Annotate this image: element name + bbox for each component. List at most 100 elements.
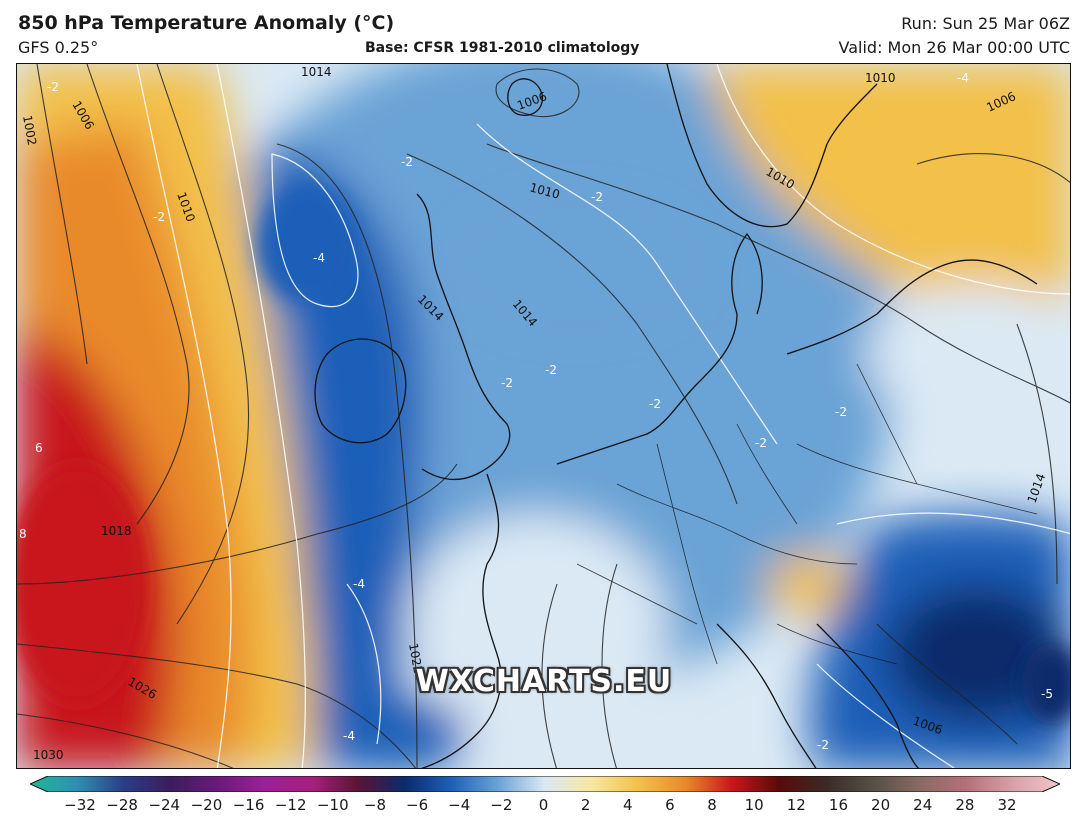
border-line <box>616 483 858 565</box>
colorbar-tick-label: −10 <box>316 796 349 814</box>
very-cold-core-balkans <box>887 584 1067 724</box>
anomaly-label: 8 <box>19 527 27 541</box>
isobar-line <box>17 463 458 585</box>
isobar-line <box>86 64 190 525</box>
colorbar-tick-label: 6 <box>665 796 675 814</box>
colorbar-tick-label: 10 <box>744 796 764 814</box>
anomaly-contour <box>136 64 232 768</box>
very-cold-spot-east <box>1022 644 1070 724</box>
isobar-line <box>601 563 618 768</box>
border-line <box>856 363 918 485</box>
valid-time-label: Valid: Mon 26 Mar 00:00 UTC <box>838 38 1070 57</box>
anomaly-label: -2 <box>755 436 767 450</box>
isobar-label: 1002 <box>20 114 39 147</box>
anomaly-contour <box>716 64 1070 295</box>
border-line <box>576 563 698 625</box>
coastline-denmark <box>731 232 763 315</box>
country-borders <box>576 363 1038 665</box>
anomaly-contour <box>271 153 359 308</box>
isobar-line <box>486 143 1070 404</box>
coastlines <box>314 64 1038 768</box>
very-hot-spot-south-west <box>17 464 147 704</box>
cool-region-north-sea <box>437 184 717 344</box>
anomaly-label: -2 <box>591 190 603 204</box>
anomaly-label: 6 <box>35 441 43 455</box>
anomaly-label: -2 <box>817 738 829 752</box>
model-label: GFS 0.25° <box>18 38 99 57</box>
colorbar-tick-label: −12 <box>274 796 307 814</box>
colorbar-bar <box>30 776 1060 792</box>
colorbar-tick-label: 16 <box>828 796 848 814</box>
anomaly-label: -2 <box>47 80 59 94</box>
border-line <box>776 623 898 665</box>
anomaly-contour <box>836 512 1070 535</box>
chart-title: 850 hPa Temperature Anomaly (°C) <box>18 12 395 34</box>
isobar-line <box>276 143 418 768</box>
anomaly-contour <box>346 583 382 745</box>
isobar-label: 1030 <box>33 748 64 762</box>
anomaly-label: -2 <box>501 376 513 390</box>
isobar-lines <box>17 64 1070 768</box>
anomaly-contours <box>136 64 1070 768</box>
coastline-norway <box>666 64 878 228</box>
run-time-label: Run: Sun 25 Mar 06Z <box>901 14 1070 33</box>
isobar-line <box>36 64 88 365</box>
coastline-baltic <box>786 259 1038 355</box>
coastline-great-britain <box>416 193 511 481</box>
colorbar-tick-label: −2 <box>490 796 513 814</box>
colorbar-tick-label: 20 <box>871 796 891 814</box>
border-line <box>736 423 798 525</box>
cold-spot-iceland <box>257 184 357 304</box>
isobar-label: 1022 <box>406 642 425 675</box>
border-line <box>656 443 718 665</box>
coastline-italy-adriatic <box>716 623 817 768</box>
isobar-line <box>495 68 580 118</box>
anomaly-label: -2 <box>649 397 661 411</box>
colorbar-tick-label: −16 <box>232 796 265 814</box>
isobar-label: 1014 <box>301 65 332 79</box>
neutral-region-france <box>407 514 667 734</box>
anomaly-label: -5 <box>1041 687 1053 701</box>
isobar-line <box>17 713 234 768</box>
coastline-france-iberia <box>421 473 502 768</box>
isobar-label: 1018 <box>101 524 132 538</box>
colorbar-tick-label: −32 <box>64 796 96 814</box>
colorbar-tick-label: 2 <box>580 796 591 814</box>
colorbar-tick-label: 8 <box>707 796 717 814</box>
isobar-line <box>17 643 417 768</box>
colorbar-tick-label: −6 <box>406 796 429 814</box>
anomaly-label: -4 <box>313 251 325 265</box>
anomaly-contour <box>816 663 956 768</box>
colorbar-tick-label: −8 <box>363 796 387 814</box>
anomaly-contour <box>216 64 306 768</box>
colorbar-tick-label: 28 <box>955 796 975 814</box>
colorbar-tick-label: −20 <box>190 796 223 814</box>
isobar-line <box>1016 323 1058 585</box>
anomaly-label: -4 <box>343 729 355 743</box>
anomaly-contour <box>476 123 778 445</box>
isobar-line <box>156 64 250 625</box>
colorbar-tick-label: 12 <box>786 796 806 814</box>
anomaly-detail <box>17 184 1070 724</box>
colorbar-tick-label: −4 <box>448 796 471 814</box>
anomaly-label: -2 <box>153 210 165 224</box>
isobar-label: 1010 <box>865 71 896 85</box>
anomaly-label: -2 <box>545 363 557 377</box>
isobar-line <box>916 153 1070 184</box>
map-canvas: 1014 1006 1002 1006 1010 1010 1014 1018 … <box>17 64 1070 768</box>
colorbar-tick-label: 32 <box>997 796 1017 814</box>
coastline-ireland <box>314 338 407 444</box>
colorbar-ticks: −32 −28 −24 −20 −16 −12 −10 −8 −6 −4 −2 0 2 4 6 8 10 12 16… <box>0 796 1088 820</box>
anomaly-blobs <box>17 64 1070 768</box>
coastline-low-countries <box>556 313 738 465</box>
isobar-line <box>541 583 558 768</box>
colorbar-tick-label: 4 <box>622 796 633 814</box>
anomaly-map: 1014 1006 1002 1006 1010 1010 1014 1018 … <box>16 63 1071 769</box>
colorbar-tick-label: 24 <box>913 796 933 814</box>
colorbar <box>30 776 1060 792</box>
isobar-line <box>406 153 738 505</box>
colorbar-tick-label: −24 <box>148 796 181 814</box>
isobar-line <box>876 623 1018 745</box>
anomaly-label: -2 <box>401 155 413 169</box>
anomaly-label: -2 <box>835 405 847 419</box>
